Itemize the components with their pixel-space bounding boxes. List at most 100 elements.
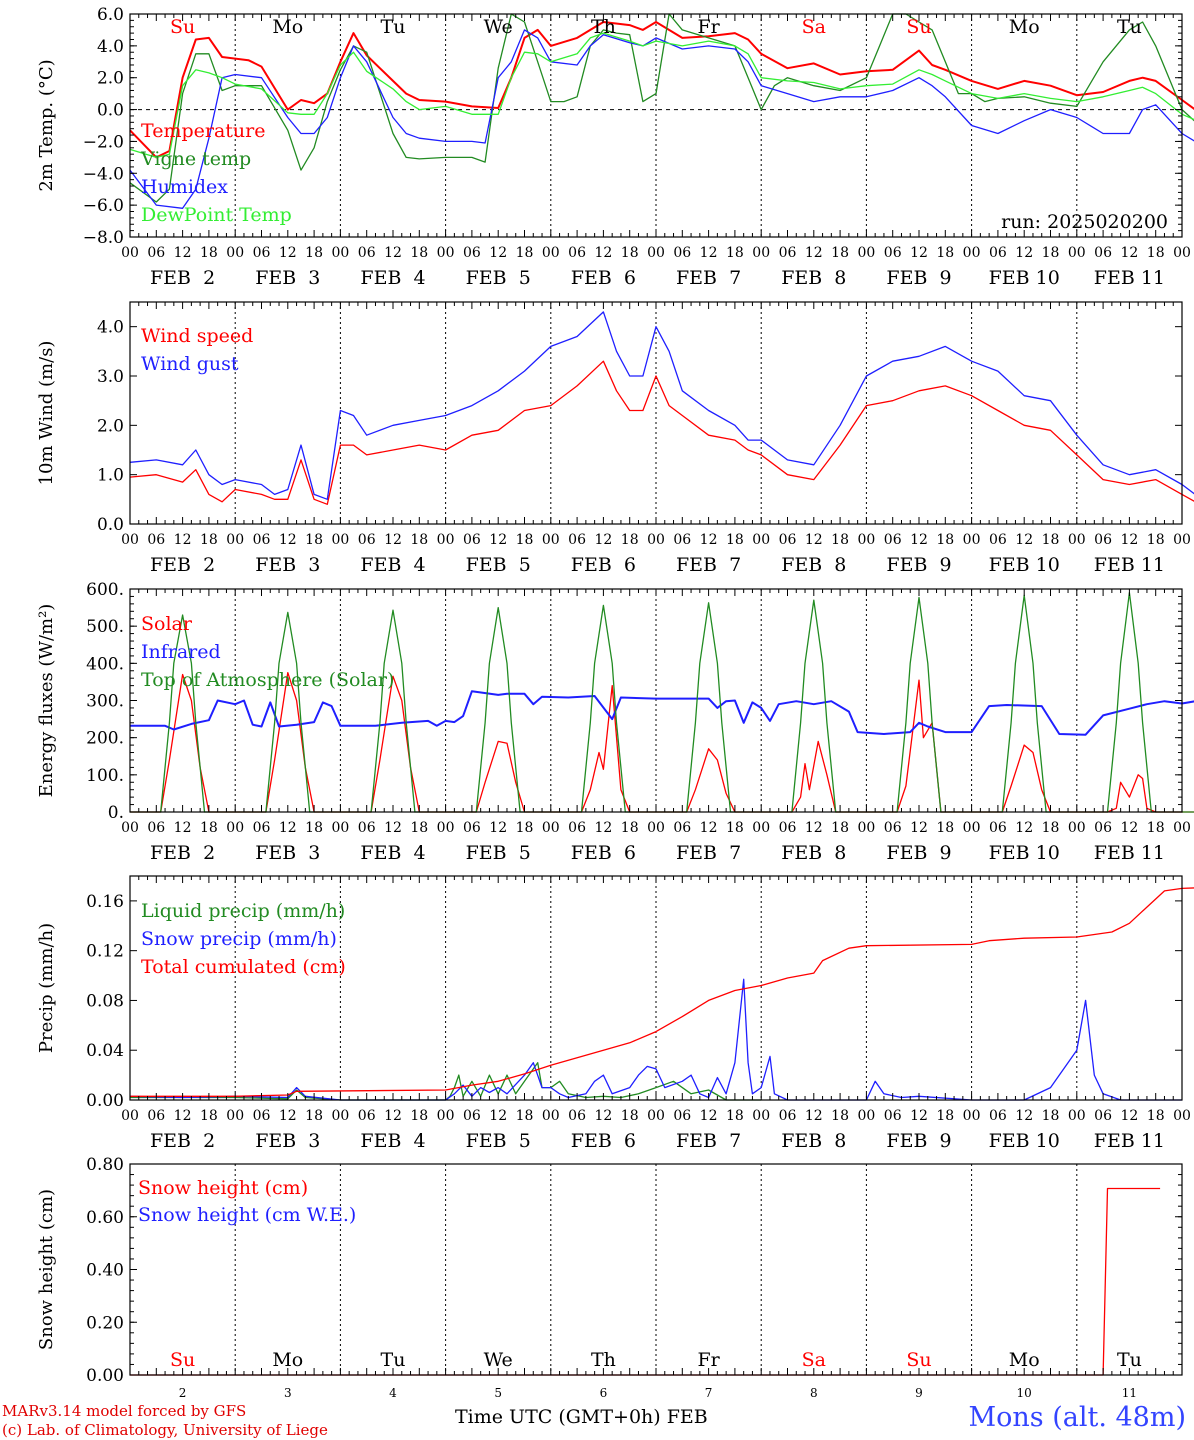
x-hour-label: 18 — [936, 820, 954, 836]
y-tick-label: 0.16 — [86, 892, 124, 912]
x-hour-label: 00 — [121, 532, 139, 548]
y-tick-label: −8.0 — [83, 228, 124, 248]
x-hour-label: 00 — [437, 820, 455, 836]
y-tick-label: 2.0 — [97, 69, 124, 89]
x-day-number: 10 — [1017, 1386, 1032, 1400]
x-hour-label: 18 — [831, 1108, 849, 1124]
x-day-label: FEB 5 — [466, 1130, 531, 1152]
y-tick-label: 0.20 — [86, 1313, 124, 1333]
x-hour-label: 18 — [1042, 820, 1060, 836]
legend-entry: Snow height (cm W.E.) — [138, 1204, 356, 1226]
x-hour-label: 18 — [621, 1108, 639, 1124]
x-hour-label: 06 — [779, 532, 797, 548]
x-hour-label: 06 — [568, 532, 586, 548]
x-hour-label: 00 — [1173, 820, 1191, 836]
x-hour-label: 06 — [1094, 1108, 1112, 1124]
x-hour-label: 06 — [989, 245, 1007, 261]
x-hour-label: 06 — [147, 820, 165, 836]
x-hour-label: 12 — [1120, 245, 1138, 261]
x-hour-label: 06 — [147, 1108, 165, 1124]
x-day-label: FEB 3 — [255, 554, 320, 576]
x-hour-label: 12 — [700, 245, 718, 261]
weekday-label: Su — [170, 16, 195, 38]
x-hour-label: 12 — [805, 532, 823, 548]
x-hour-label: 00 — [963, 245, 981, 261]
x-hour-label: 00 — [437, 245, 455, 261]
x-day-number: 5 — [494, 1386, 502, 1400]
x-hour-label: 18 — [305, 1108, 323, 1124]
x-hour-label: 06 — [358, 532, 376, 548]
x-hour-label: 00 — [121, 245, 139, 261]
x-hour-label: 12 — [805, 1108, 823, 1124]
x-day-label: FEB 5 — [466, 554, 531, 576]
x-hour-label: 18 — [410, 1108, 428, 1124]
x-day-label: FEB 11 — [1094, 267, 1165, 289]
y-tick-label: −4.0 — [83, 164, 124, 184]
y-tick-label: −6.0 — [83, 196, 124, 216]
legend-entry: Wind speed — [141, 325, 253, 347]
x-hour-label: 06 — [463, 532, 481, 548]
x-hour-label: 12 — [489, 245, 507, 261]
weekday-label: Fr — [697, 16, 720, 38]
x-hour-label: 00 — [331, 532, 349, 548]
x-hour-label: 06 — [673, 245, 691, 261]
y-axis-label: Energy fluxes (W/m²) — [36, 604, 57, 798]
weekday-label: We — [484, 16, 513, 38]
x-day-label: FEB 2 — [150, 842, 215, 864]
series-line-wind-speed — [129, 360, 1194, 505]
x-hour-label: 00 — [437, 1108, 455, 1124]
x-hour-label: 06 — [673, 532, 691, 548]
x-hour-label: 00 — [542, 532, 560, 548]
x-hour-label: 00 — [1173, 245, 1191, 261]
x-hour-label: 06 — [253, 820, 271, 836]
legend-entry: Snow height (cm) — [138, 1177, 308, 1199]
x-day-label: FEB 10 — [989, 554, 1060, 576]
weekday-label: Th — [591, 1349, 616, 1371]
x-hour-label: 12 — [700, 820, 718, 836]
legend-entry: Wind gust — [141, 353, 239, 375]
x-hour-label: 06 — [463, 820, 481, 836]
x-hour-label: 18 — [936, 1108, 954, 1124]
y-tick-label: 0.04 — [86, 1041, 124, 1061]
x-hour-label: 00 — [331, 245, 349, 261]
weekday-label: Tu — [1117, 16, 1142, 38]
x-hour-label: 12 — [805, 245, 823, 261]
x-hour-label: 00 — [963, 1108, 981, 1124]
x-hour-label: 00 — [1068, 245, 1086, 261]
x-hour-label: 18 — [516, 245, 534, 261]
x-hour-label: 00 — [226, 245, 244, 261]
x-hour-label: 06 — [1094, 245, 1112, 261]
x-hour-label: 12 — [489, 820, 507, 836]
x-hour-label: 06 — [989, 820, 1007, 836]
x-day-number: 7 — [705, 1386, 713, 1400]
y-axis-label: Precip (mm/h) — [36, 923, 57, 1053]
weekday-label: Fr — [697, 1349, 720, 1371]
x-hour-label: 18 — [936, 245, 954, 261]
x-hour-label: 06 — [568, 245, 586, 261]
x-hour-label: 06 — [253, 532, 271, 548]
x-hour-label: 12 — [384, 1108, 402, 1124]
x-hour-label: 18 — [1042, 532, 1060, 548]
x-hour-label: 12 — [489, 1108, 507, 1124]
x-day-label: FEB 8 — [781, 842, 846, 864]
y-tick-label: 300. — [86, 692, 124, 712]
weekday-label: Th — [591, 16, 616, 38]
x-hour-label: 18 — [1042, 1108, 1060, 1124]
legend-entry: Top of Atmosphere (Solar) — [141, 669, 394, 691]
month-label: FEB — [666, 1406, 708, 1428]
x-hour-label: 00 — [542, 820, 560, 836]
x-hour-label: 12 — [805, 820, 823, 836]
legend-entry: DewPoint Temp — [141, 204, 292, 226]
x-day-label: FEB 6 — [571, 1130, 636, 1152]
weekday-label: Sa — [802, 1349, 826, 1371]
x-hour-label: 18 — [1042, 245, 1060, 261]
x-hour-label: 00 — [542, 1108, 560, 1124]
x-hour-label: 18 — [831, 245, 849, 261]
weekday-label: Tu — [381, 1349, 406, 1371]
x-hour-label: 12 — [489, 532, 507, 548]
x-hour-label: 00 — [647, 820, 665, 836]
x-hour-label: 00 — [963, 532, 981, 548]
x-hour-label: 12 — [910, 532, 928, 548]
x-hour-label: 06 — [463, 245, 481, 261]
x-day-label: FEB 4 — [360, 267, 425, 289]
